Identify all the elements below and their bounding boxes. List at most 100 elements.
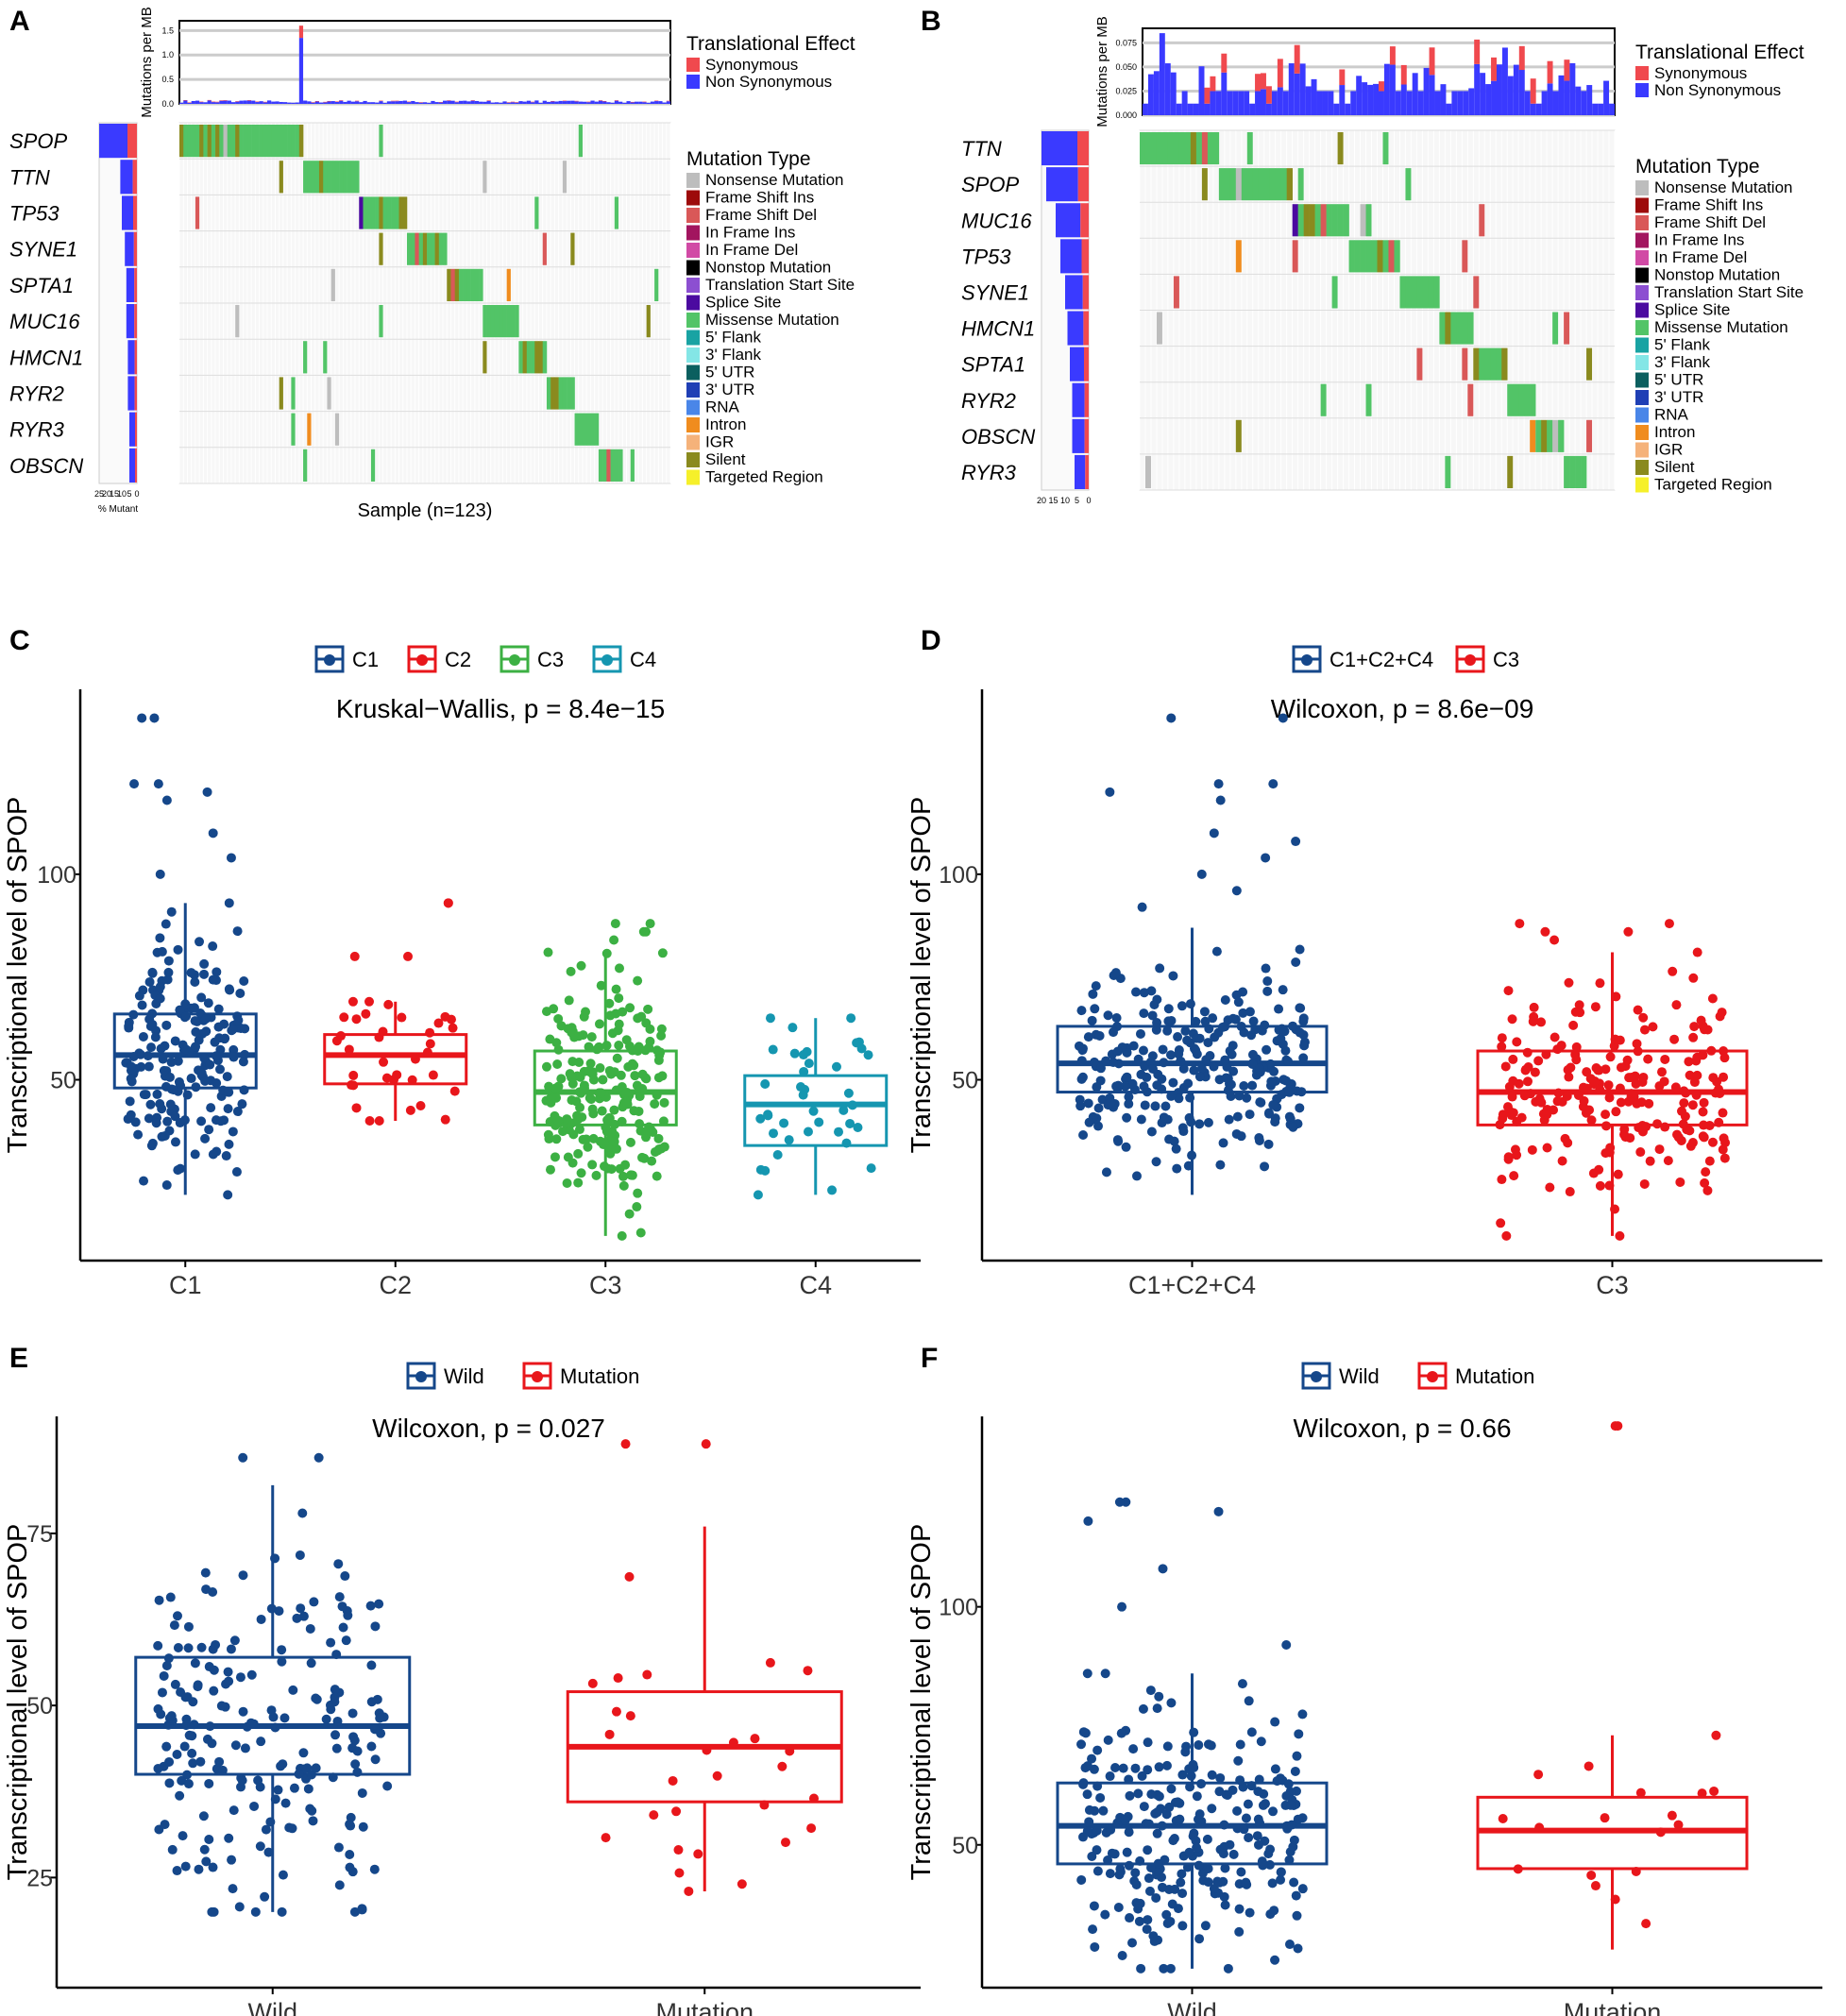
data-point — [1512, 1150, 1522, 1160]
tmb-bar-nonsynonymous — [415, 102, 419, 104]
data-point — [440, 1011, 450, 1022]
data-point — [1083, 1098, 1093, 1109]
data-point — [567, 1023, 577, 1033]
mutation-cell — [279, 161, 283, 194]
data-point — [351, 1014, 362, 1025]
tmb-bar-synonymous — [470, 100, 475, 101]
tmb-bar-nonsynonymous — [271, 101, 276, 104]
data-point — [1168, 1077, 1178, 1088]
side-bar-synonymous — [127, 124, 137, 159]
data-point — [1105, 1869, 1115, 1879]
data-point — [208, 941, 218, 952]
gene-label: MUC16 — [9, 310, 80, 333]
data-point-outlier — [701, 1439, 711, 1449]
tmb-tick-label: 0.5 — [161, 75, 174, 84]
data-point — [1568, 1020, 1579, 1030]
tmb-bar-nonsynonymous — [578, 101, 583, 104]
mutation-cell — [1558, 419, 1565, 452]
legend-swatch — [686, 173, 700, 188]
mutation-cell — [450, 268, 456, 301]
data-point — [177, 1775, 187, 1786]
data-point — [1186, 1770, 1196, 1781]
data-point — [1656, 1067, 1667, 1077]
data-point — [1078, 1779, 1089, 1789]
data-point — [784, 1135, 794, 1145]
data-point — [598, 1075, 608, 1085]
data-point — [1260, 1020, 1270, 1030]
mutation-cell — [1569, 455, 1576, 488]
data-point-outlier — [1137, 902, 1147, 912]
data-point — [1557, 1156, 1567, 1166]
data-point — [1189, 1727, 1199, 1737]
data-point — [181, 1011, 192, 1022]
data-point — [653, 1133, 664, 1144]
data-point — [1174, 1049, 1184, 1059]
data-point — [153, 1703, 163, 1714]
data-point — [763, 1110, 773, 1121]
data-point — [1173, 1797, 1183, 1807]
data-point — [333, 1842, 344, 1853]
data-point — [144, 1061, 154, 1072]
tmb-bar-nonsynonymous — [1193, 103, 1199, 115]
tmb-bar-synonymous — [1530, 78, 1536, 104]
tmb-bar-synonymous — [1474, 39, 1481, 64]
data-point — [1717, 1008, 1727, 1018]
side-bar-nonsynonymous — [126, 304, 135, 339]
mutation-cell — [590, 413, 595, 446]
data-point — [623, 1061, 634, 1072]
data-point — [1166, 1091, 1177, 1101]
legend-item: C3 — [1493, 648, 1519, 671]
tmb-bar-nonsynonymous — [318, 102, 324, 104]
data-point — [228, 1025, 238, 1035]
legend-item: Frame Shift Del — [705, 206, 817, 224]
tmb-bar-nonsynonymous — [1598, 103, 1604, 115]
mutation-cell — [1331, 276, 1338, 309]
tmb-bar-nonsynonymous — [1457, 91, 1464, 115]
data-point — [1196, 1779, 1207, 1789]
mutation-cell — [291, 377, 296, 410]
data-point — [1238, 1782, 1248, 1792]
data-point — [181, 1720, 192, 1731]
data-point — [341, 1635, 351, 1646]
data-point — [213, 1022, 224, 1032]
legend-key-point — [324, 654, 335, 666]
side-bar-nonsynonymous — [1072, 418, 1085, 453]
data-point — [1185, 1782, 1195, 1792]
data-point — [1171, 1816, 1181, 1826]
data-point — [1207, 1770, 1217, 1780]
mutation-cell — [1411, 276, 1417, 309]
tmb-bar-nonsynonymous — [350, 101, 356, 104]
mutation-cell — [1456, 312, 1463, 345]
data-point — [1143, 1915, 1153, 1925]
mutation-cell — [1479, 347, 1485, 381]
data-point — [1270, 1955, 1280, 1965]
side-bar-nonsynonymous — [120, 160, 133, 195]
legend-swatch — [686, 399, 700, 415]
data-point — [208, 1862, 218, 1872]
tmb-bar-nonsynonymous — [518, 101, 523, 104]
data-point — [1118, 1763, 1128, 1773]
data-point — [658, 1116, 669, 1127]
data-point — [1211, 946, 1222, 957]
y-tick-label: 100 — [37, 862, 76, 889]
mutation-cell — [195, 125, 200, 158]
mutation-cell — [230, 125, 236, 158]
mutation-cell — [542, 232, 547, 265]
legend-item: Wild — [444, 1364, 484, 1388]
tmb-bar-nonsynonymous — [454, 102, 459, 104]
tmb-bar-nonsynonymous — [1311, 78, 1317, 115]
data-point — [1571, 1042, 1582, 1052]
data-point — [1578, 1082, 1588, 1093]
tmb-bar-nonsynonymous — [406, 102, 412, 104]
data-point — [1233, 997, 1244, 1008]
tmb-bar-nonsynonymous — [1592, 103, 1599, 115]
tmb-bar-synonymous — [1429, 47, 1435, 76]
data-point — [1166, 1015, 1177, 1025]
side-bar-nonsynonymous — [129, 412, 135, 447]
data-point — [1126, 1938, 1137, 1948]
mutation-cell — [1518, 383, 1525, 416]
data-point — [591, 1170, 601, 1180]
data-point — [1150, 1101, 1160, 1111]
data-point — [410, 1054, 420, 1064]
data-point — [137, 1000, 147, 1010]
